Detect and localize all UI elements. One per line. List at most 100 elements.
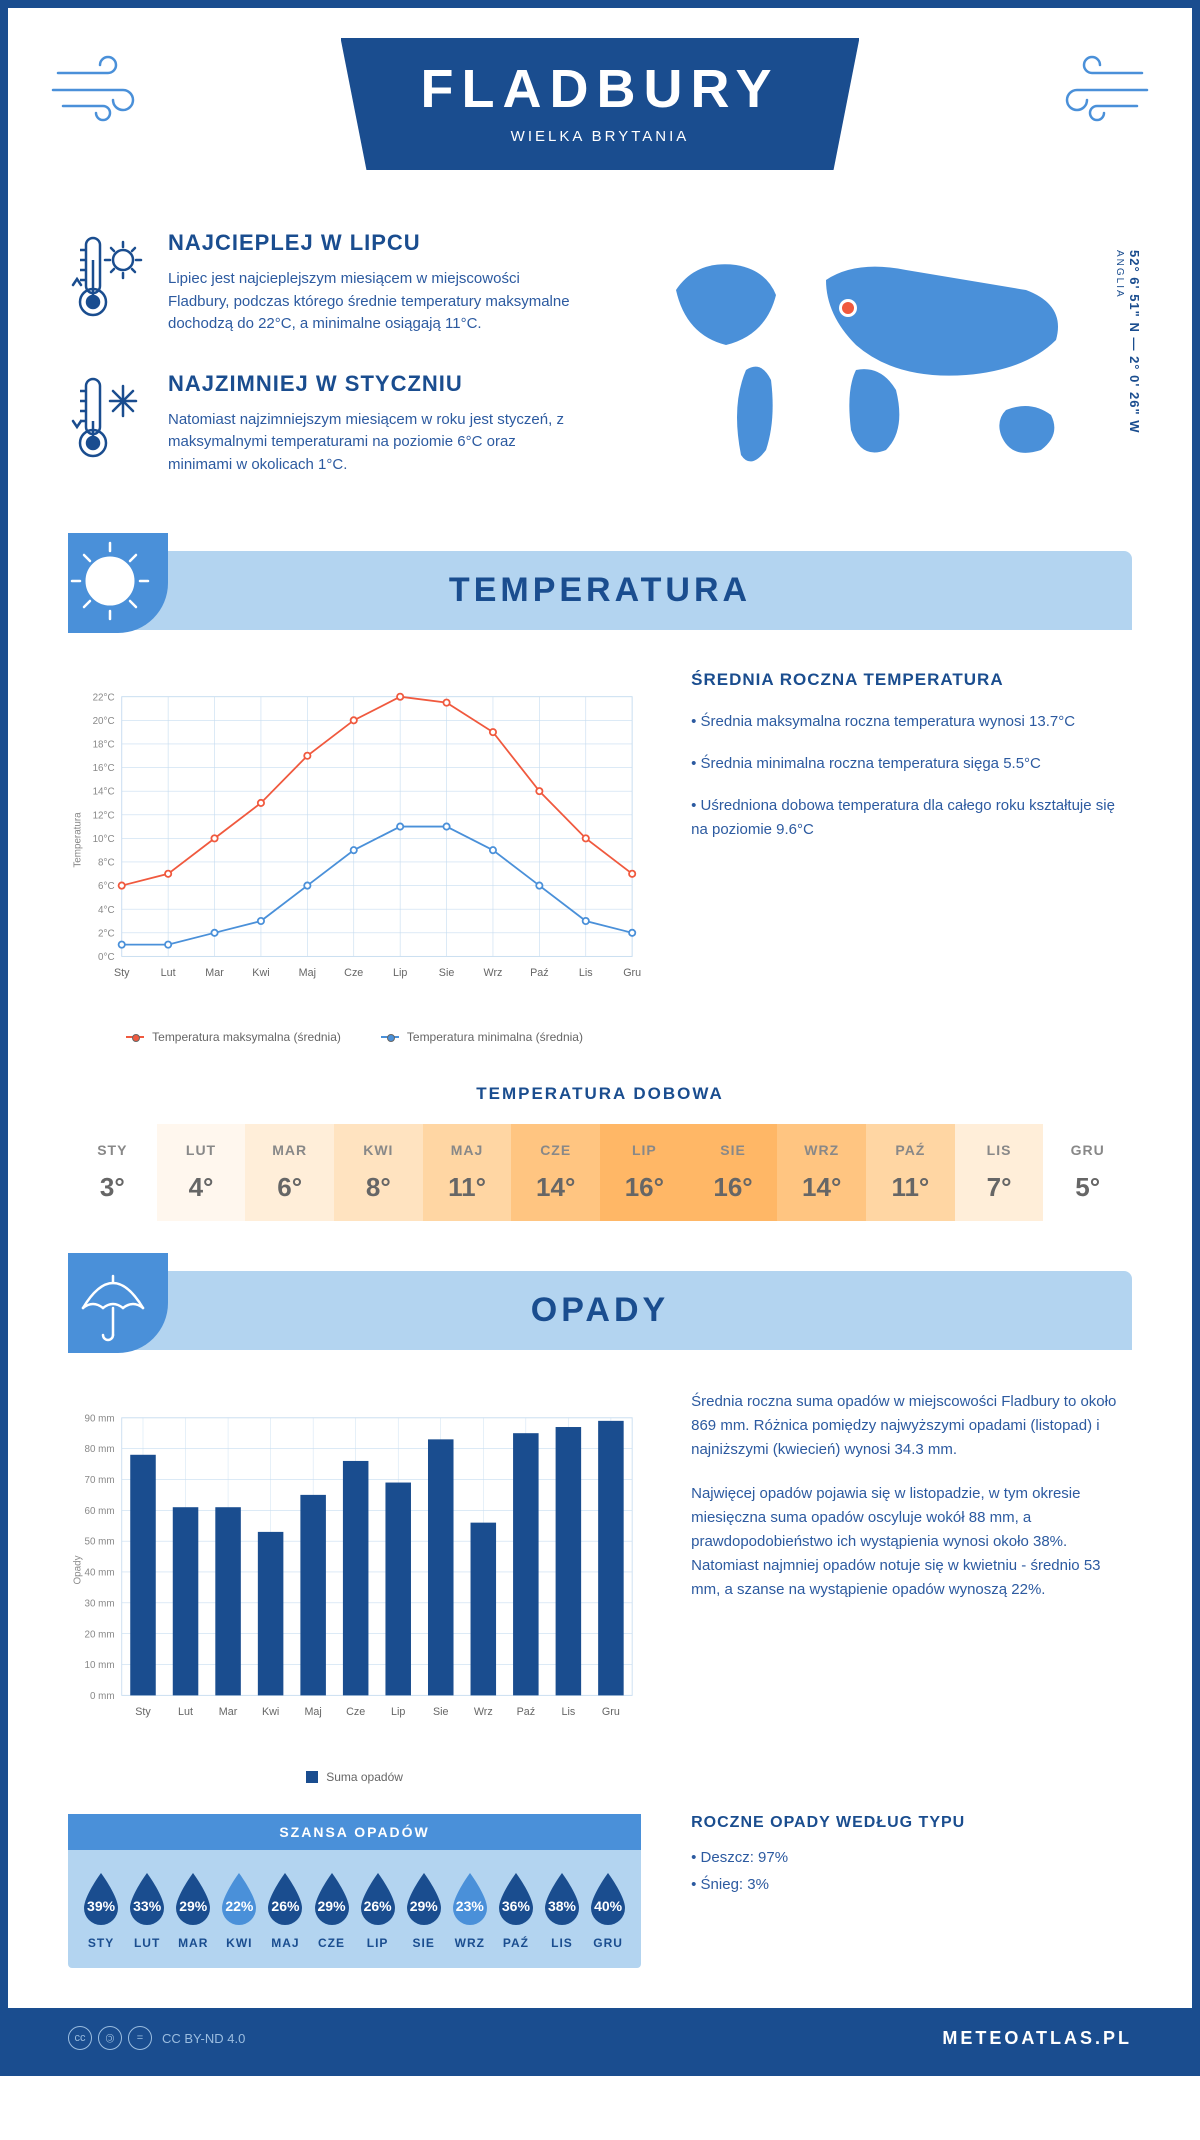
svg-text:60 mm: 60 mm (84, 1506, 114, 1517)
svg-text:Sie: Sie (439, 967, 455, 979)
svg-text:Kwi: Kwi (252, 967, 269, 979)
temperature-title: TEMPERATURA (68, 571, 1132, 610)
temperature-chart-area: 0°C2°C4°C6°C8°C10°C12°C14°C16°C18°C20°C2… (68, 670, 641, 1044)
daily-value: 4° (157, 1172, 246, 1203)
daily-month: STY (68, 1142, 157, 1158)
infographic-page: FLADBURY WIELKA BRYTANIA NAJCIEPLEJ W LI… (0, 0, 1200, 2076)
drop-icon: 22% (216, 1870, 262, 1926)
svg-text:40 mm: 40 mm (84, 1568, 114, 1579)
footer-site: METEOATLAS.PL (942, 2028, 1132, 2049)
svg-text:0°C: 0°C (98, 952, 115, 963)
footer-license: cc 🄯 = CC BY-ND 4.0 (68, 2026, 245, 2050)
drop-percent: 39% (78, 1898, 124, 1914)
drop-icon: 33% (124, 1870, 170, 1926)
daily-value: 5° (1043, 1172, 1132, 1203)
drop-percent: 26% (262, 1898, 308, 1914)
legend-precip: Suma opadów (306, 1770, 403, 1784)
svg-text:12°C: 12°C (93, 810, 115, 821)
daily-month: LUT (157, 1142, 246, 1158)
coldest-description: Natomiast najzimniejszym miesiącem w rok… (168, 409, 580, 477)
svg-text:20 mm: 20 mm (84, 1629, 114, 1640)
svg-text:Lip: Lip (393, 967, 407, 979)
cc-icons: cc 🄯 = (68, 2026, 152, 2050)
temperature-line-chart: 0°C2°C4°C6°C8°C10°C12°C14°C16°C18°C20°C2… (68, 670, 641, 1015)
svg-text:30 mm: 30 mm (84, 1598, 114, 1609)
drop-month: MAJ (262, 1936, 308, 1950)
daily-value: 11° (423, 1172, 512, 1203)
svg-text:Sty: Sty (114, 967, 130, 979)
svg-text:Maj: Maj (299, 967, 316, 979)
svg-text:6°C: 6°C (98, 881, 115, 892)
svg-text:20°C: 20°C (93, 716, 115, 727)
drop-month: STY (78, 1936, 124, 1950)
drop-month: LIP (355, 1936, 401, 1950)
drop-month: WRZ (447, 1936, 493, 1950)
daily-month: MAR (245, 1142, 334, 1158)
drop-percent: 36% (493, 1898, 539, 1914)
coldest-block: NAJZIMNIEJ W STYCZNIU Natomiast najzimni… (68, 371, 580, 477)
legend-max: Temperatura maksymalna (średnia) (126, 1030, 341, 1044)
legend-min: Temperatura minimalna (średnia) (381, 1030, 583, 1044)
temperature-section-header: TEMPERATURA (68, 551, 1132, 630)
location-country: WIELKA BRYTANIA (421, 128, 780, 145)
coldest-title: NAJZIMNIEJ W STYCZNIU (168, 371, 580, 397)
chance-panel: SZANSA OPADÓW 39%STY33%LUT29%MAR22%KWI26… (68, 1814, 641, 1968)
sun-icon (68, 533, 168, 633)
chance-column: SZANSA OPADÓW 39%STY33%LUT29%MAR22%KWI26… (68, 1814, 641, 1968)
daily-cell: CZE14° (511, 1124, 600, 1221)
thermometer-hot-icon (68, 230, 148, 336)
cc-icon: cc (68, 2026, 92, 2050)
license-text: CC BY-ND 4.0 (162, 2031, 245, 2046)
svg-text:Lip: Lip (391, 1706, 405, 1718)
daily-cell: MAR 6° (245, 1124, 334, 1221)
drop-month: LUT (124, 1936, 170, 1950)
avg-temp-bullet1: • Średnia maksymalna roczna temperatura … (691, 710, 1132, 734)
drop-item: 22%KWI (216, 1870, 262, 1950)
daily-value: 14° (511, 1172, 600, 1203)
svg-text:Lis: Lis (561, 1706, 575, 1718)
precip-para2: Najwięcej opadów pojawia się w listopadz… (691, 1482, 1132, 1602)
drops-row: 39%STY33%LUT29%MAR22%KWI26%MAJ29%CZE26%L… (68, 1850, 641, 1950)
svg-text:16°C: 16°C (93, 763, 115, 774)
precipitation-section-header: OPADY (68, 1271, 1132, 1350)
drop-item: 23% WRZ (447, 1870, 493, 1950)
chance-title: SZANSA OPADÓW (68, 1814, 641, 1850)
nd-icon: = (128, 2026, 152, 2050)
svg-text:Paź: Paź (517, 1706, 536, 1718)
drop-item: 29%CZE (309, 1870, 355, 1950)
svg-text:80 mm: 80 mm (84, 1444, 114, 1455)
daily-grid: STY3°LUT4°MAR6°KWI8°MAJ11°CZE14°LIP16°SI… (68, 1124, 1132, 1221)
daily-value: 6° (245, 1172, 334, 1203)
drop-percent: 29% (309, 1898, 355, 1914)
svg-text:14°C: 14°C (93, 787, 115, 798)
daily-cell: MAJ11° (423, 1124, 512, 1221)
daily-title: TEMPERATURA DOBOWA (68, 1084, 1132, 1104)
drop-item: 26% MAJ (262, 1870, 308, 1950)
coords-region: ANGLIA (1114, 250, 1125, 299)
daily-cell: LIS7° (955, 1124, 1044, 1221)
drop-item: 36%PAŹ (493, 1870, 539, 1950)
wind-icon-right (1042, 48, 1152, 133)
drop-month: SIE (401, 1936, 447, 1950)
svg-text:Mar: Mar (205, 967, 224, 979)
drop-percent: 29% (170, 1898, 216, 1914)
daily-cell: WRZ14° (777, 1124, 866, 1221)
daily-value: 16° (600, 1172, 689, 1203)
hottest-title: NAJCIEPLEJ W LIPCU (168, 230, 580, 256)
coords-lon: 2° 0' 26" W (1127, 356, 1142, 433)
precipitation-bar-chart: 0 mm10 mm20 mm30 mm40 mm50 mm60 mm70 mm8… (68, 1390, 641, 1755)
daily-cell: LIP16° (600, 1124, 689, 1221)
drop-icon: 38% (539, 1870, 585, 1926)
daily-cell: STY3° (68, 1124, 157, 1221)
temperature-body: 0°C2°C4°C6°C8°C10°C12°C14°C16°C18°C20°C2… (8, 630, 1192, 1084)
svg-text:Paź: Paź (530, 967, 549, 979)
svg-text:50 mm: 50 mm (84, 1537, 114, 1548)
avg-temp-title: ŚREDNIA ROCZNA TEMPERATURA (691, 670, 1132, 690)
header: FLADBURY WIELKA BRYTANIA (8, 8, 1192, 210)
svg-text:70 mm: 70 mm (84, 1475, 114, 1486)
svg-text:Cze: Cze (344, 967, 363, 979)
svg-text:Mar: Mar (219, 1706, 238, 1718)
hottest-text: NAJCIEPLEJ W LIPCU Lipiec jest najcieple… (168, 230, 580, 336)
drop-icon: 23% (447, 1870, 493, 1926)
drop-item: 26%LIP (355, 1870, 401, 1950)
